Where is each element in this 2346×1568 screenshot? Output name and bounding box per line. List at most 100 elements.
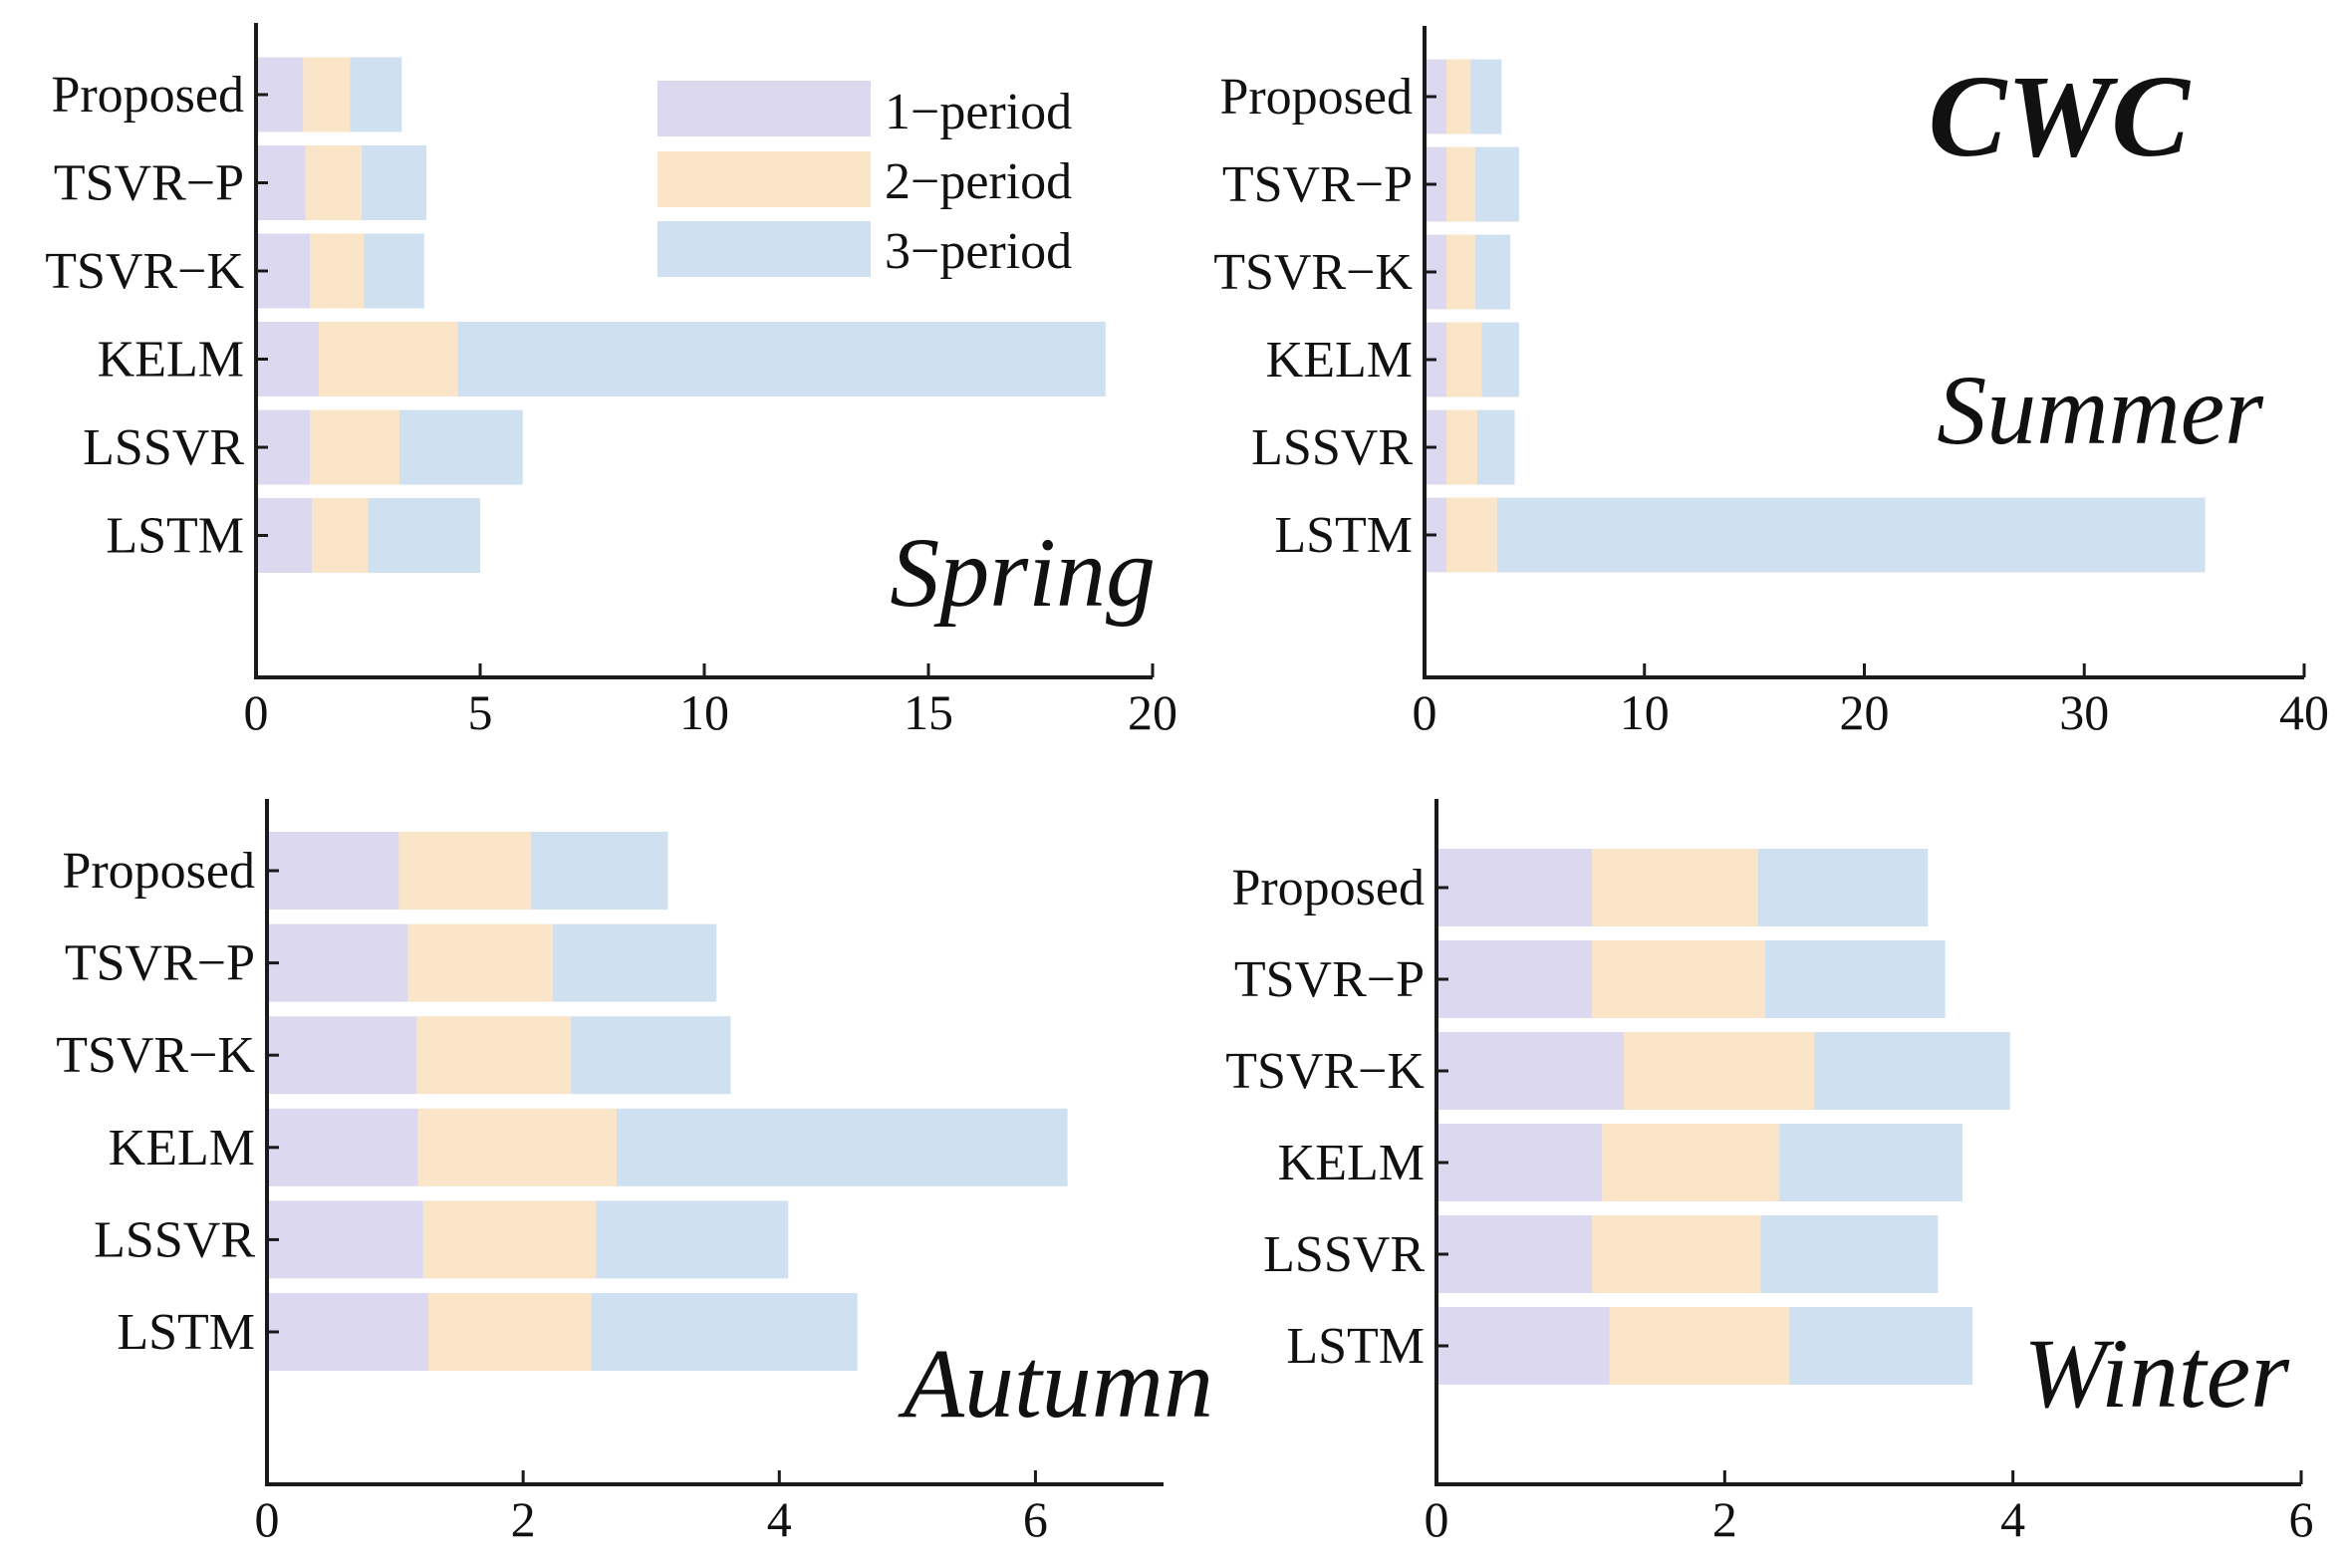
- category-labels-autumn: Proposed TSVR−P TSVR−K KELM LSSVR LSTM: [56, 843, 279, 1361]
- category-label-autumn-1: Proposed: [62, 843, 255, 900]
- bar-winter-5-p2: [1592, 1215, 1761, 1293]
- bar-winter-4-p3: [1779, 1124, 1963, 1201]
- xtick-label-spring-5: 20: [1128, 684, 1177, 740]
- bar-summer-4-p2: [1446, 322, 1482, 397]
- xtick-label-spring-3: 10: [679, 684, 729, 740]
- bar-spring-3-p2: [310, 233, 364, 309]
- xtick-label-summer-2: 10: [1620, 684, 1670, 740]
- bar-autumn-2-p3: [552, 923, 717, 1002]
- xtick-label-summer-3: 20: [1840, 684, 1890, 740]
- panel-summer: 0 10 20 30 40 Proposed TSVR−P TSVR−K KELM LSSVR L…: [1213, 26, 2329, 740]
- xtick-label-spring-4: 15: [904, 684, 953, 740]
- bars-autumn: [267, 832, 1068, 1371]
- bar-summer-3-p2: [1446, 234, 1475, 310]
- bar-winter-2-p1: [1436, 940, 1593, 1018]
- bar-winter-3-p2: [1624, 1032, 1815, 1110]
- bar-summer-6-p3: [1496, 497, 2206, 573]
- bar-summer-4-p3: [1481, 322, 1519, 397]
- bar-autumn-3-p1: [267, 1016, 417, 1095]
- bar-winter-6-p3: [1789, 1307, 1973, 1385]
- bar-winter-1-p3: [1757, 849, 1929, 926]
- xtick-label-autumn-1: 0: [255, 1491, 280, 1547]
- season-label-spring: Spring: [890, 517, 1156, 628]
- legend-label-1: 1−period: [885, 84, 1072, 140]
- xticks-spring: 0 5 10 15 20: [244, 663, 1177, 740]
- bar-autumn-1-p3: [530, 832, 668, 910]
- category-label-winter-6: LSTM: [1286, 1318, 1425, 1375]
- bar-winter-5-p1: [1436, 1215, 1593, 1293]
- season-label-summer: Summer: [1937, 355, 2264, 465]
- category-label-autumn-6: LSTM: [117, 1304, 255, 1361]
- bar-spring-3-p3: [364, 233, 424, 309]
- category-label-summer-6: LSTM: [1274, 507, 1413, 564]
- xtick-label-autumn-4: 6: [1023, 1491, 1048, 1547]
- bar-autumn-5-p2: [422, 1200, 597, 1279]
- bar-spring-6-p2: [312, 498, 369, 573]
- xtick-label-autumn-3: 4: [767, 1491, 792, 1547]
- xtick-label-winter-4: 6: [2289, 1491, 2314, 1547]
- xtick-label-winter-2: 2: [1712, 1491, 1737, 1547]
- xtick-label-autumn-2: 2: [511, 1491, 536, 1547]
- category-label-autumn-5: LSSVR: [94, 1211, 255, 1268]
- xtick-label-summer-4: 30: [2059, 684, 2109, 740]
- bar-winter-3-p1: [1436, 1032, 1625, 1110]
- bar-spring-2-p3: [361, 145, 426, 220]
- bar-winter-5-p3: [1760, 1215, 1939, 1293]
- category-label-summer-1: Proposed: [1219, 69, 1413, 126]
- xtick-label-summer-1: 0: [1413, 684, 1437, 740]
- bar-spring-1-p2: [303, 57, 351, 132]
- category-labels-winter: Proposed TSVR−P TSVR−K KELM LSSVR LSTM: [1225, 860, 1448, 1375]
- bar-autumn-1-p1: [267, 832, 399, 910]
- bar-summer-6-p2: [1446, 497, 1497, 573]
- bar-spring-5-p2: [310, 409, 399, 485]
- bar-winter-6-p1: [1436, 1307, 1610, 1385]
- bar-spring-4-p3: [457, 322, 1106, 396]
- bar-spring-5-p3: [399, 409, 523, 485]
- legend-swatch-3: [657, 221, 871, 277]
- xticks-summer: 0 10 20 30 40: [1413, 663, 2329, 740]
- season-label-autumn: Autumn: [898, 1328, 1213, 1438]
- bar-winter-4-p2: [1602, 1124, 1780, 1201]
- legend-swatch-2: [657, 151, 871, 207]
- legend: 1−period 2−period 3−period: [657, 81, 1072, 280]
- bar-winter-2-p2: [1592, 940, 1765, 1018]
- category-label-spring-5: LSSVR: [83, 419, 244, 476]
- category-label-spring-6: LSTM: [106, 508, 244, 565]
- bar-summer-1-p2: [1446, 59, 1471, 134]
- season-label-winter: Winter: [2023, 1318, 2290, 1429]
- panel-winter: 0 2 4 6 Proposed TSVR−P TSVR−K KELM LSSVR LSTM W…: [1225, 799, 2314, 1547]
- bar-summer-2-p3: [1474, 146, 1519, 222]
- bar-autumn-4-p3: [617, 1108, 1068, 1186]
- category-label-winter-1: Proposed: [1231, 860, 1425, 916]
- category-label-autumn-2: TSVR−P: [65, 935, 255, 992]
- bar-winter-1-p1: [1436, 849, 1593, 926]
- bars-summer: [1425, 59, 2206, 573]
- bar-summer-5-p3: [1476, 409, 1515, 485]
- bar-autumn-6-p1: [267, 1293, 428, 1371]
- bar-autumn-3-p3: [570, 1016, 731, 1095]
- bars-winter: [1436, 849, 2010, 1385]
- bar-winter-4-p1: [1436, 1124, 1603, 1201]
- category-label-summer-4: KELM: [1266, 332, 1413, 389]
- category-labels-spring: Proposed TSVR−P TSVR−K KELM LSSVR LSTM: [45, 67, 268, 565]
- bar-autumn-4-p2: [417, 1108, 617, 1186]
- category-label-spring-3: TSVR−K: [45, 243, 244, 300]
- bar-autumn-6-p2: [428, 1293, 592, 1371]
- bar-autumn-1-p2: [398, 832, 531, 910]
- bar-summer-5-p2: [1446, 409, 1477, 485]
- bar-summer-3-p3: [1474, 234, 1511, 310]
- category-label-winter-2: TSVR−P: [1234, 951, 1425, 1008]
- bars-spring: [256, 57, 1106, 573]
- legend-label-2: 2−period: [885, 153, 1072, 210]
- bar-summer-1-p3: [1470, 59, 1502, 134]
- category-label-winter-3: TSVR−K: [1225, 1043, 1425, 1100]
- category-label-spring-1: Proposed: [51, 67, 244, 124]
- figure-title: CWC: [1929, 51, 2192, 181]
- category-label-autumn-3: TSVR−K: [56, 1027, 255, 1084]
- legend-label-3: 3−period: [885, 223, 1072, 280]
- xtick-label-winter-3: 4: [2000, 1491, 2025, 1547]
- xtick-label-spring-1: 0: [244, 684, 269, 740]
- category-label-autumn-4: KELM: [109, 1120, 255, 1176]
- bar-winter-2-p3: [1764, 940, 1946, 1018]
